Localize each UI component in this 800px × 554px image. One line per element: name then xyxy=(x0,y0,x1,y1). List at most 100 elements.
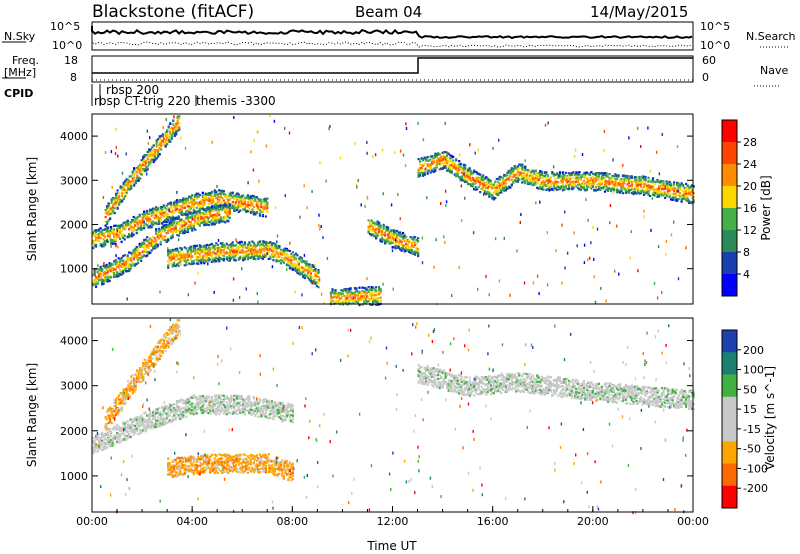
range-gate-cell xyxy=(186,216,189,219)
range-gate-cell xyxy=(159,218,162,221)
range-gate-cell xyxy=(152,154,155,157)
range-gate-cell xyxy=(248,207,251,210)
range-gate-cell xyxy=(312,269,316,272)
range-gate-cell xyxy=(207,252,210,255)
range-gate-cell xyxy=(143,210,146,213)
range-gate-cell xyxy=(114,268,117,271)
range-gate-cell xyxy=(512,170,515,173)
range-gate-cell xyxy=(111,270,114,273)
range-gate-cell xyxy=(276,252,279,255)
range-gate-cell xyxy=(587,177,590,180)
range-gate-cell xyxy=(266,207,269,210)
range-gate-cell xyxy=(197,251,200,255)
range-gate-cell xyxy=(239,204,242,207)
range-gate-cell xyxy=(426,159,429,162)
range-gate-cell xyxy=(352,301,355,304)
range-gate-cell xyxy=(179,251,182,254)
range-gate-cell xyxy=(222,248,225,251)
range-gate-cell xyxy=(467,172,470,175)
range-gate-cell xyxy=(498,182,501,185)
range-gate-cell xyxy=(125,263,128,266)
range-gate-cell xyxy=(107,204,110,207)
range-gate-cell xyxy=(264,246,267,249)
range-gate-cell xyxy=(236,198,239,201)
range-gate-cell xyxy=(689,194,692,197)
range-gate-cell xyxy=(132,226,135,230)
range-gate-cell xyxy=(609,178,613,181)
range-gate-cell xyxy=(258,203,261,206)
range-gate-cell xyxy=(266,197,269,200)
nave-label: Nave xyxy=(760,64,788,77)
range-gate-cell xyxy=(465,177,468,180)
range-gate-cell xyxy=(164,235,167,238)
range-gate-cell xyxy=(198,244,201,247)
range-gate-cell xyxy=(534,182,537,185)
range-gate-cell xyxy=(219,201,222,204)
range-gate-cell xyxy=(154,152,157,155)
range-gate-cell xyxy=(174,205,177,208)
range-gate-cell xyxy=(209,247,212,250)
range-gate-cell xyxy=(195,197,198,200)
range-gate-cell xyxy=(201,251,204,254)
range-gate-cell xyxy=(207,244,210,247)
range-gate-cell xyxy=(522,166,525,169)
range-gate-cell xyxy=(274,206,277,210)
range-gate-cell xyxy=(150,242,153,245)
range-gate-cell xyxy=(167,232,170,235)
range-gate-cell xyxy=(372,298,375,301)
range-gate-cell xyxy=(107,240,110,243)
range-gate-cell xyxy=(290,267,293,270)
range-gate-cell xyxy=(261,248,264,251)
range-gate-cell xyxy=(311,190,313,193)
range-gate-cell xyxy=(122,187,125,190)
range-gate-cell xyxy=(178,115,181,118)
range-gate-cell xyxy=(93,239,96,242)
range-gate-cell xyxy=(379,226,382,229)
range-gate-cell xyxy=(443,166,446,169)
range-gate-cell xyxy=(658,172,661,176)
range-gate-cell xyxy=(376,298,379,301)
range-gate-cell xyxy=(255,254,258,257)
range-gate-cell xyxy=(156,243,159,246)
range-gate-cell xyxy=(314,281,317,284)
range-gate-cell xyxy=(468,175,471,178)
range-gate-cell xyxy=(231,205,234,208)
range-gate-cell xyxy=(180,208,183,211)
range-gate-cell xyxy=(513,179,516,182)
range-gate-cell xyxy=(456,172,459,175)
range-gate-cell xyxy=(397,231,400,234)
range-gate-cell xyxy=(167,135,170,138)
range-gate-cell xyxy=(315,281,319,284)
range-gate-cell xyxy=(227,199,230,202)
range-gate-cell xyxy=(370,286,373,289)
range-gate-cell xyxy=(443,162,446,165)
range-gate-cell xyxy=(191,260,194,263)
range-gate-cell xyxy=(128,269,131,272)
range-gate-cell xyxy=(633,187,637,190)
range-gate-cell xyxy=(104,231,107,235)
range-gate-cell xyxy=(623,179,626,182)
range-gate-cell xyxy=(138,245,141,248)
range-gate-cell xyxy=(135,255,138,258)
range-gate-cell xyxy=(285,252,288,255)
range-gate-cell xyxy=(107,208,110,211)
range-gate-cell xyxy=(213,252,216,255)
range-gate-cell xyxy=(528,179,531,182)
range-gate-cell xyxy=(245,205,248,208)
range-gate-cell xyxy=(599,186,602,189)
range-gate-cell xyxy=(215,213,218,216)
range-gate-cell xyxy=(512,171,515,174)
range-gate-cell xyxy=(494,181,497,184)
range-gate-cell xyxy=(116,229,118,233)
range-gate-cell xyxy=(282,250,285,253)
range-gate-cell xyxy=(210,242,213,245)
range-gate-cell xyxy=(296,271,299,274)
range-gate-cell xyxy=(98,273,101,277)
range-gate-cell xyxy=(221,207,224,210)
range-gate-cell xyxy=(171,263,174,266)
range-gate-cell xyxy=(372,226,375,229)
range-gate-cell xyxy=(124,183,127,186)
range-gate-cell xyxy=(536,186,539,189)
range-gate-cell xyxy=(668,180,671,183)
range-gate-cell xyxy=(133,257,135,261)
